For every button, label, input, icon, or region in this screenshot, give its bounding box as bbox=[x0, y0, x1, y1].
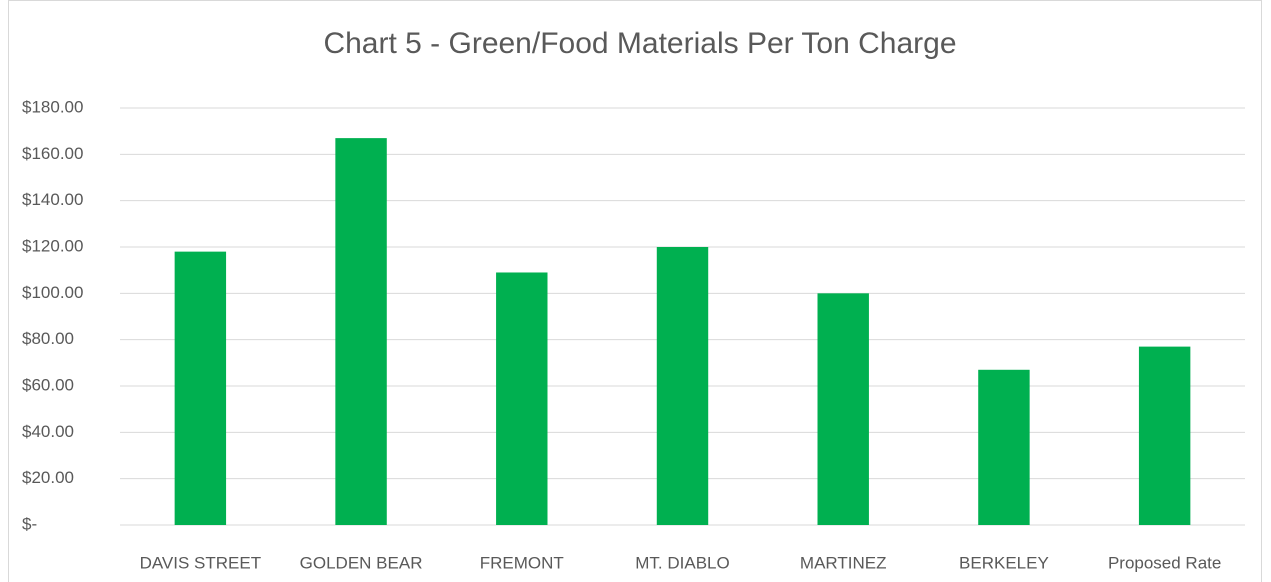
bar bbox=[978, 369, 1030, 525]
y-tick-label: $160.00 bbox=[22, 144, 83, 163]
y-tick-label: $120.00 bbox=[22, 236, 83, 255]
bar bbox=[656, 247, 709, 525]
y-tick-label: $180.00 bbox=[22, 97, 83, 116]
y-tick-label: $140.00 bbox=[22, 190, 83, 209]
bar bbox=[335, 138, 387, 525]
x-tick-label: DAVIS STREET bbox=[140, 553, 262, 572]
bar bbox=[174, 251, 227, 525]
y-tick-label: $60.00 bbox=[22, 375, 74, 394]
x-tick-label: FREMONT bbox=[480, 553, 564, 572]
x-tick-label: BERKELEY bbox=[959, 553, 1049, 572]
x-tick-label: MARTINEZ bbox=[800, 553, 887, 572]
bar bbox=[817, 293, 869, 525]
chart-title: Chart 5 - Green/Food Materials Per Ton C… bbox=[323, 27, 956, 60]
y-tick-label: $20.00 bbox=[22, 468, 74, 487]
y-tick-label: $80.00 bbox=[22, 329, 74, 348]
x-tick-label: GOLDEN BEAR bbox=[300, 553, 423, 572]
y-tick-label: $- bbox=[22, 514, 37, 533]
bar bbox=[496, 272, 548, 525]
x-tick-label: MT. DIABLO bbox=[635, 553, 729, 572]
x-tick-label: Proposed Rate bbox=[1108, 553, 1221, 572]
y-tick-label: $40.00 bbox=[22, 422, 74, 441]
bar bbox=[1138, 346, 1191, 525]
y-tick-label: $100.00 bbox=[22, 283, 83, 302]
